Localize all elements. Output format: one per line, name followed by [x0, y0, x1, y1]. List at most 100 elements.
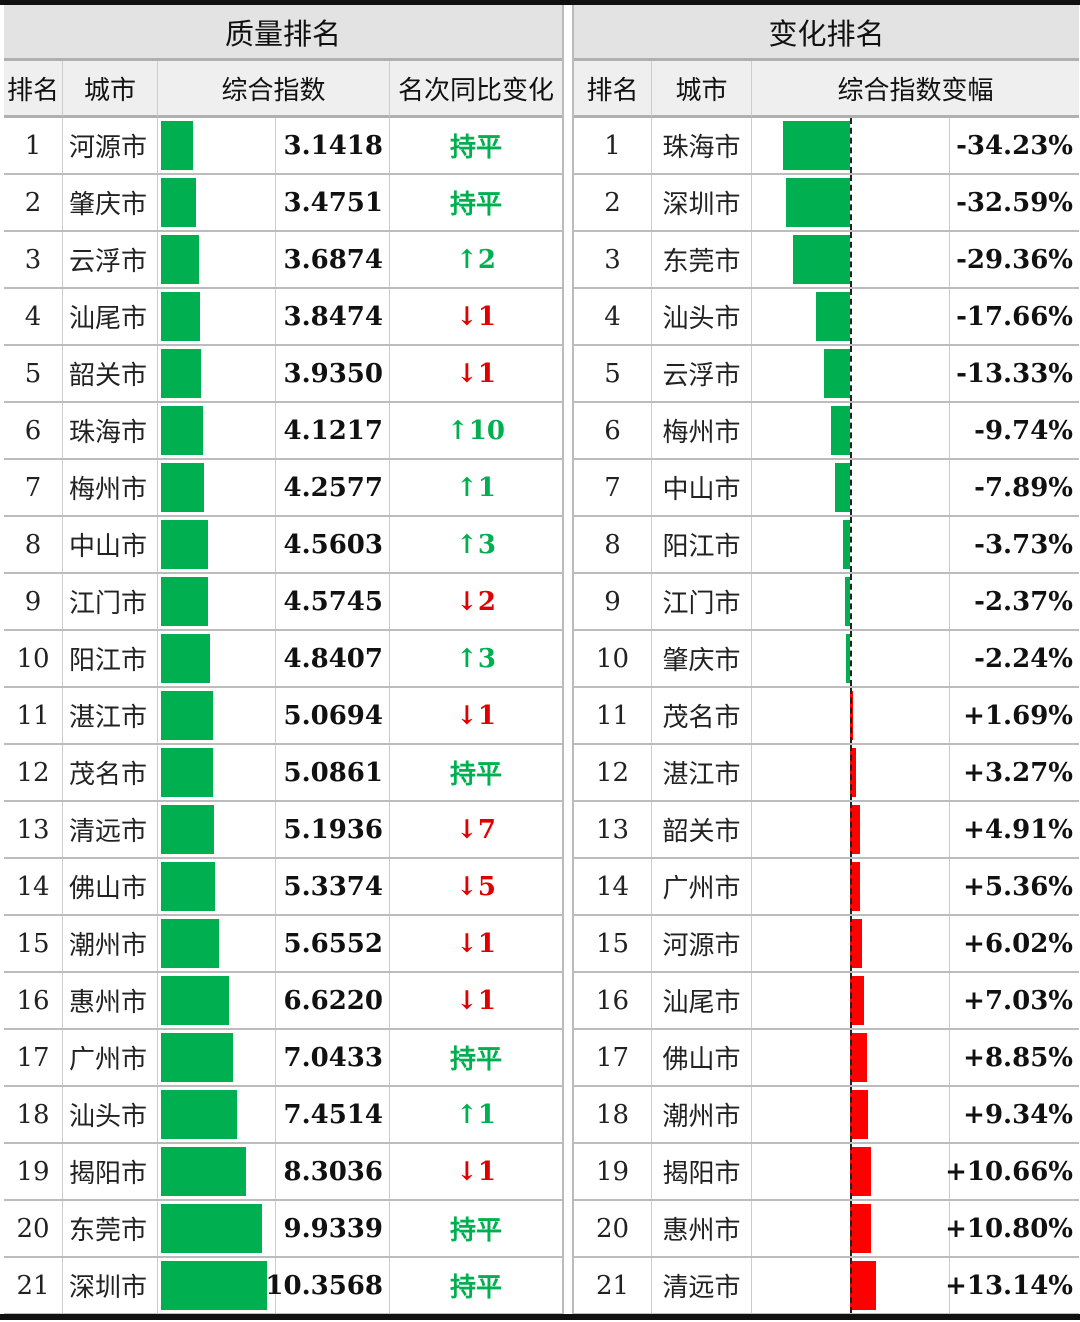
city-cell: 汕尾市 — [63, 289, 158, 344]
change-ranking-title: 变化排名 — [574, 5, 1079, 61]
zero-line — [850, 802, 852, 857]
table-row: 19 揭阳市 8.3036 ↓1 — [4, 1144, 562, 1201]
rank-cell: 8 — [574, 517, 652, 572]
change-bar — [850, 862, 861, 911]
change-bar — [792, 235, 850, 284]
zero-line — [850, 289, 852, 344]
index-bar — [161, 805, 214, 854]
change-value: -9.74% — [974, 415, 1073, 446]
table-row: 8 中山市 4.5603 ↑3 — [4, 517, 562, 574]
bar-cell — [158, 859, 276, 914]
table-row: 12 茂名市 5.0861 持平 — [4, 745, 562, 802]
change-ranking-table: 变化排名 排名 城市 综合指数变幅 1 珠海市 -34.23% 2 深圳市 -32.59%… — [574, 5, 1079, 1315]
city-cell: 潮州市 — [652, 1087, 752, 1142]
city-cell: 惠州市 — [63, 973, 158, 1028]
index-value: 10.3568 — [265, 1258, 390, 1313]
table-row: 7 中山市 -7.89% — [574, 460, 1079, 517]
rank-cell: 5 — [4, 346, 63, 401]
table-row: 1 珠海市 -34.23% — [574, 118, 1079, 175]
rank-cell: 13 — [574, 802, 652, 857]
index-bar — [161, 577, 208, 626]
index-value: 8.3036 — [276, 1144, 390, 1199]
bar-cell — [158, 802, 276, 857]
panel-separator — [562, 5, 574, 1314]
bar-cell — [752, 175, 950, 230]
zero-line — [850, 403, 852, 458]
index-value: 5.1936 — [276, 802, 390, 857]
index-bar — [161, 976, 229, 1025]
table-row: 17 佛山市 +8.85% — [574, 1030, 1079, 1087]
top-border — [0, 0, 1080, 5]
city-cell: 梅州市 — [63, 460, 158, 515]
table-row: 14 广州市 +5.36% — [574, 859, 1079, 916]
table-row: 17 广州市 7.0433 持平 — [4, 1030, 562, 1087]
quality-ranking-title: 质量排名 — [4, 5, 562, 61]
bar-cell — [158, 289, 276, 344]
table-row: 12 湛江市 +3.27% — [574, 745, 1079, 802]
rank-change: ↓7 — [456, 814, 496, 845]
table-row: 8 阳江市 -3.73% — [574, 517, 1079, 574]
bar-cell — [158, 1258, 276, 1313]
city-cell: 中山市 — [63, 517, 158, 572]
header-index-change: 综合指数变幅 — [752, 61, 1079, 118]
rank-change: 持平 — [449, 190, 502, 220]
city-cell: 东莞市 — [652, 232, 752, 287]
table-row: 1 河源市 3.1418 持平 — [4, 118, 562, 175]
rank-cell: 10 — [574, 631, 652, 686]
index-bar — [161, 349, 202, 398]
change-bar — [850, 748, 857, 797]
change-value: +9.34% — [963, 1099, 1073, 1130]
city-cell: 珠海市 — [652, 118, 752, 173]
city-cell: 茂名市 — [63, 745, 158, 800]
city-cell: 阳江市 — [652, 517, 752, 572]
city-cell: 梅州市 — [652, 403, 752, 458]
bar-cell — [752, 517, 950, 572]
change-value: +10.80% — [945, 1213, 1073, 1244]
zero-line — [850, 1087, 852, 1142]
rank-change: 持平 — [449, 760, 502, 790]
rank-cell: 19 — [574, 1144, 652, 1199]
table-row: 20 东莞市 9.9339 持平 — [4, 1201, 562, 1258]
index-bar — [161, 634, 211, 683]
table-row: 15 河源市 +6.02% — [574, 916, 1079, 973]
bar-cell — [752, 1201, 950, 1256]
city-cell: 江门市 — [63, 574, 158, 629]
change-bar — [845, 577, 850, 626]
rank-change: ↑1 — [456, 1099, 496, 1130]
table-row: 18 汕头市 7.4514 ↑1 — [4, 1087, 562, 1144]
rank-change: 持平 — [449, 133, 502, 163]
change-bar — [850, 1033, 868, 1082]
change-value: -3.73% — [974, 529, 1073, 560]
rank-cell: 18 — [4, 1087, 63, 1142]
change-bar — [850, 1147, 871, 1196]
rank-cell: 4 — [574, 289, 652, 344]
index-value: 7.4514 — [276, 1087, 390, 1142]
bar-cell — [158, 346, 276, 401]
change-value: -13.33% — [956, 358, 1073, 389]
rank-cell: 20 — [574, 1201, 652, 1256]
rank-cell: 7 — [4, 460, 63, 515]
bar-cell — [752, 118, 950, 173]
header-rank: 排名 — [4, 61, 63, 118]
bar-cell — [158, 460, 276, 515]
rank-cell: 7 — [574, 460, 652, 515]
rank-cell: 2 — [574, 175, 652, 230]
zero-line — [850, 916, 852, 971]
index-bar — [161, 463, 205, 512]
zero-line — [850, 973, 852, 1028]
city-cell: 广州市 — [652, 859, 752, 914]
rank-cell: 2 — [4, 175, 63, 230]
city-cell: 汕头市 — [652, 289, 752, 344]
rank-cell: 9 — [574, 574, 652, 629]
zero-line — [850, 175, 852, 230]
city-cell: 揭阳市 — [652, 1144, 752, 1199]
table-row: 11 茂名市 +1.69% — [574, 688, 1079, 745]
index-bar — [161, 748, 213, 797]
table-row: 3 东莞市 -29.36% — [574, 232, 1079, 289]
table-row: 14 佛山市 5.3374 ↓5 — [4, 859, 562, 916]
table-row: 11 湛江市 5.0694 ↓1 — [4, 688, 562, 745]
bar-cell — [158, 631, 276, 686]
change-value: +6.02% — [963, 928, 1073, 959]
city-cell: 茂名市 — [652, 688, 752, 743]
bar-cell — [158, 517, 276, 572]
